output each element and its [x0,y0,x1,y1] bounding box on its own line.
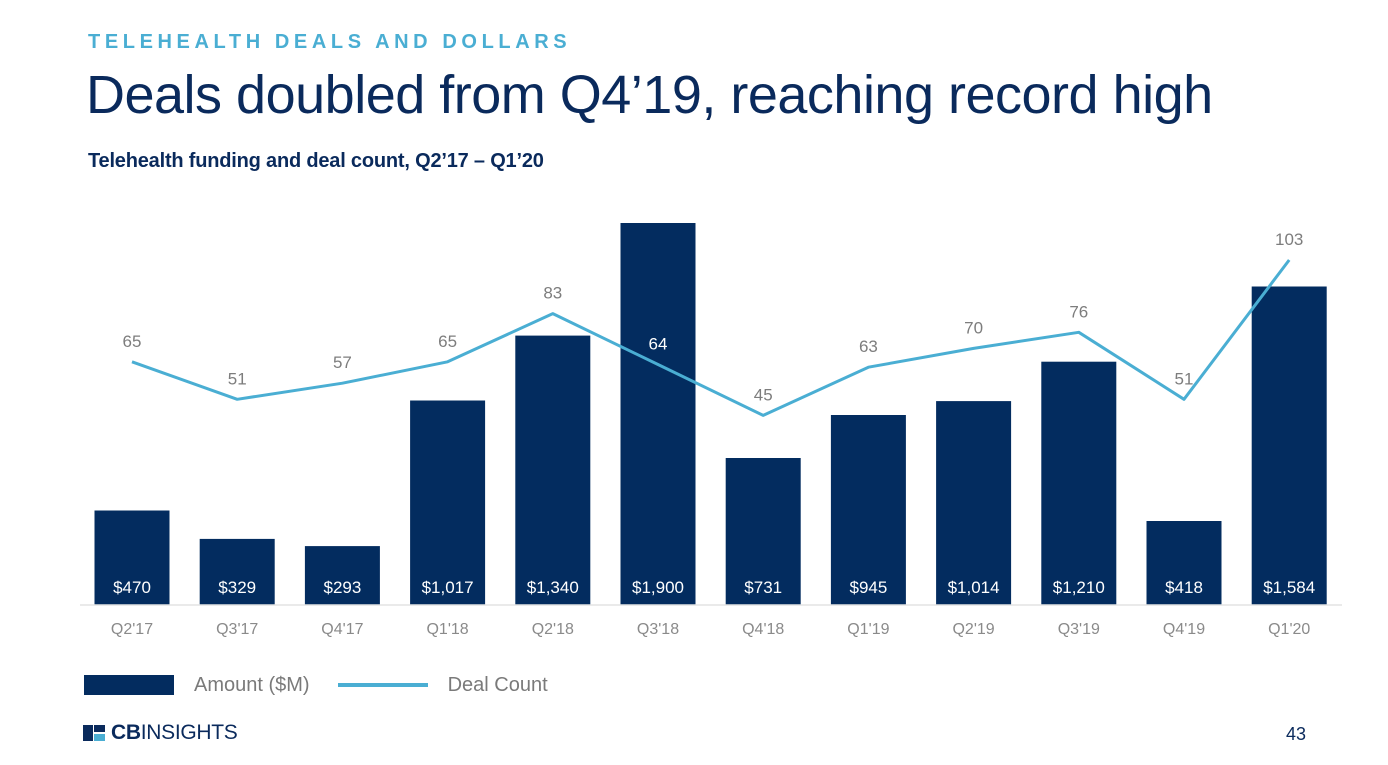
bar-3 [410,400,486,605]
bar-6 [725,458,801,605]
legend-deal-swatch [337,683,428,687]
bar-9 [1041,361,1117,605]
bar-10 [1146,521,1222,605]
page-number: 43 [1285,724,1306,744]
deal-count-label: 63 [859,337,878,356]
deal-count-line [131,259,1291,417]
x-tick-label: Q1'19 [847,621,889,638]
legend: Amount ($M) Deal Count [84,672,576,698]
x-tick-group: Q2'17 Q3'17 Q4'17 Q1'18 Q2'18 Q3'18 Q4'18 Q1'19… [111,621,1310,638]
deal-count-label: 70 [964,318,983,337]
bar-value-label: $1,340 [527,578,579,597]
bar-8 [936,401,1012,605]
deal-count-label: 64 [649,335,668,354]
x-tick-label: Q1'18 [426,621,468,638]
x-tick-label: Q2'19 [952,621,994,638]
bar-value-label: $1,014 [948,578,1000,597]
x-tick-label: Q2'17 [111,621,153,638]
bar-value-label: $1,210 [1053,578,1105,597]
legend-amount-label: Amount ($M) [194,673,310,696]
bar-1 [199,538,275,605]
section-kicker: TELEHEALTH DEALS AND DOLLARS [88,31,572,53]
deal-count-label: 65 [123,332,142,351]
cb-insights-logo: CBINSIGHTS [83,721,238,745]
x-tick-label: Q3'19 [1058,621,1100,638]
bar-value-label: $470 [113,578,151,597]
bar-5 [620,223,696,605]
x-tick-label: Q3'17 [216,621,258,638]
deal-count-label: 103 [1275,230,1303,249]
deal-count-label: 65 [438,332,457,351]
x-tick-label: Q4'19 [1163,621,1205,638]
x-tick-label: Q4'17 [321,621,363,638]
bar-value-label: $1,584 [1263,578,1315,597]
deal-count-label: 51 [1175,369,1194,388]
bar-0 [94,510,170,605]
logo-wordmark: CBINSIGHTS [111,721,238,744]
line-label-group: 65 51 57 65 83 64 45 63 70 76 51 103 [123,230,1304,404]
legend-deal-label: Deal Count [447,673,548,696]
bar-value-label: $945 [849,578,887,597]
deal-count-label: 57 [333,353,352,372]
bar-value-label: $418 [1165,578,1203,597]
bar-value-label: $329 [218,578,256,597]
bar-11 [1251,286,1327,605]
x-tick-label: Q1'20 [1268,621,1310,638]
deal-count-label: 45 [754,385,773,404]
bar-value-label: $293 [323,578,361,597]
x-tick-label: Q3'18 [637,621,679,638]
deal-count-label: 51 [228,369,247,388]
bar-4 [515,335,591,605]
cb-logo-icon [83,725,105,741]
bar-label-group: $470 $329 $293 $1,017 $1,340 $1,900 $731 $945 $1… [113,578,1315,597]
x-tick-label: Q2'18 [532,621,574,638]
bar-7 [830,415,906,605]
bar-value-label: $731 [744,578,782,597]
chart-subtitle: Telehealth funding and deal count, Q2’17… [88,150,544,172]
bar-value-label: $1,900 [632,578,684,597]
deal-count-label: 83 [543,284,562,303]
deal-count-label: 76 [1069,302,1088,321]
legend-amount-swatch [84,675,174,695]
x-tick-label: Q4'18 [742,621,784,638]
page-title: Deals doubled from Q4’19, reaching recor… [86,65,1213,125]
bar-value-label: $1,017 [422,578,474,597]
bar-group [94,223,1327,605]
bar-2 [304,546,380,605]
